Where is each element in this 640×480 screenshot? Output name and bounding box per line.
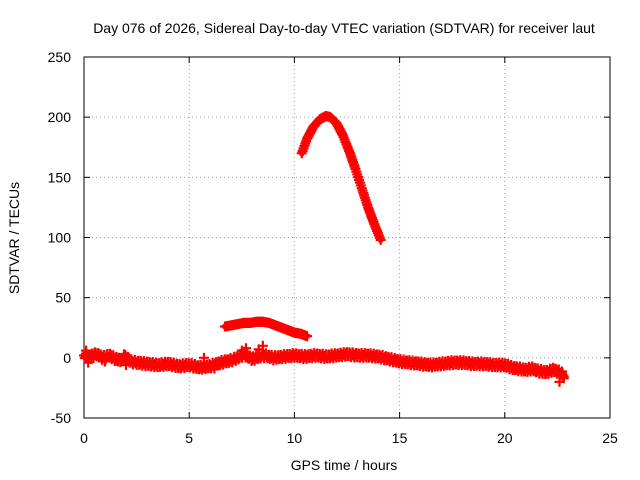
data-point	[89, 348, 100, 359]
x-tick-label: 15	[392, 430, 408, 446]
y-tick-label: -50	[51, 410, 71, 426]
series-arc-small	[219, 316, 313, 342]
series-spikes	[81, 340, 569, 387]
x-tick-label: 0	[80, 430, 88, 446]
data-point	[209, 363, 220, 374]
series-band	[222, 318, 310, 340]
x-tick-label: 20	[497, 430, 513, 446]
data-point	[241, 343, 252, 354]
y-tick-label: 200	[48, 109, 72, 125]
series-arc-large	[296, 110, 386, 245]
data-point	[198, 352, 209, 363]
data-point	[558, 373, 569, 384]
y-tick-label: 0	[63, 350, 71, 366]
data-point	[121, 360, 132, 371]
series-band	[298, 113, 384, 243]
data-point	[257, 340, 268, 351]
axis-ticks	[83, 56, 611, 419]
data-point	[118, 349, 129, 360]
x-tick-label: 25	[602, 430, 618, 446]
data-point	[83, 357, 94, 368]
series-baseline	[79, 346, 569, 382]
y-axis-label: SDTVAR / TECUs	[6, 182, 22, 294]
y-tick-label: 150	[48, 169, 72, 185]
y-tick-label: 250	[48, 49, 72, 65]
data-point	[100, 356, 111, 367]
y-tick-label: 100	[48, 230, 72, 246]
data-point	[81, 345, 92, 356]
data-points	[79, 110, 569, 387]
x-axis-label: GPS time / hours	[291, 457, 398, 473]
series-band	[80, 350, 568, 379]
y-tick-labels: -50 0 50 100 150 200 250	[48, 49, 72, 426]
x-tick-label: 10	[287, 430, 303, 446]
y-tick-label: 50	[55, 290, 71, 306]
chart-title: Day 076 of 2026, Sidereal Day-to-day VTE…	[93, 20, 595, 36]
x-tick-label: 5	[185, 430, 193, 446]
x-tick-labels: 0 5 10 15 20 25	[80, 430, 618, 446]
